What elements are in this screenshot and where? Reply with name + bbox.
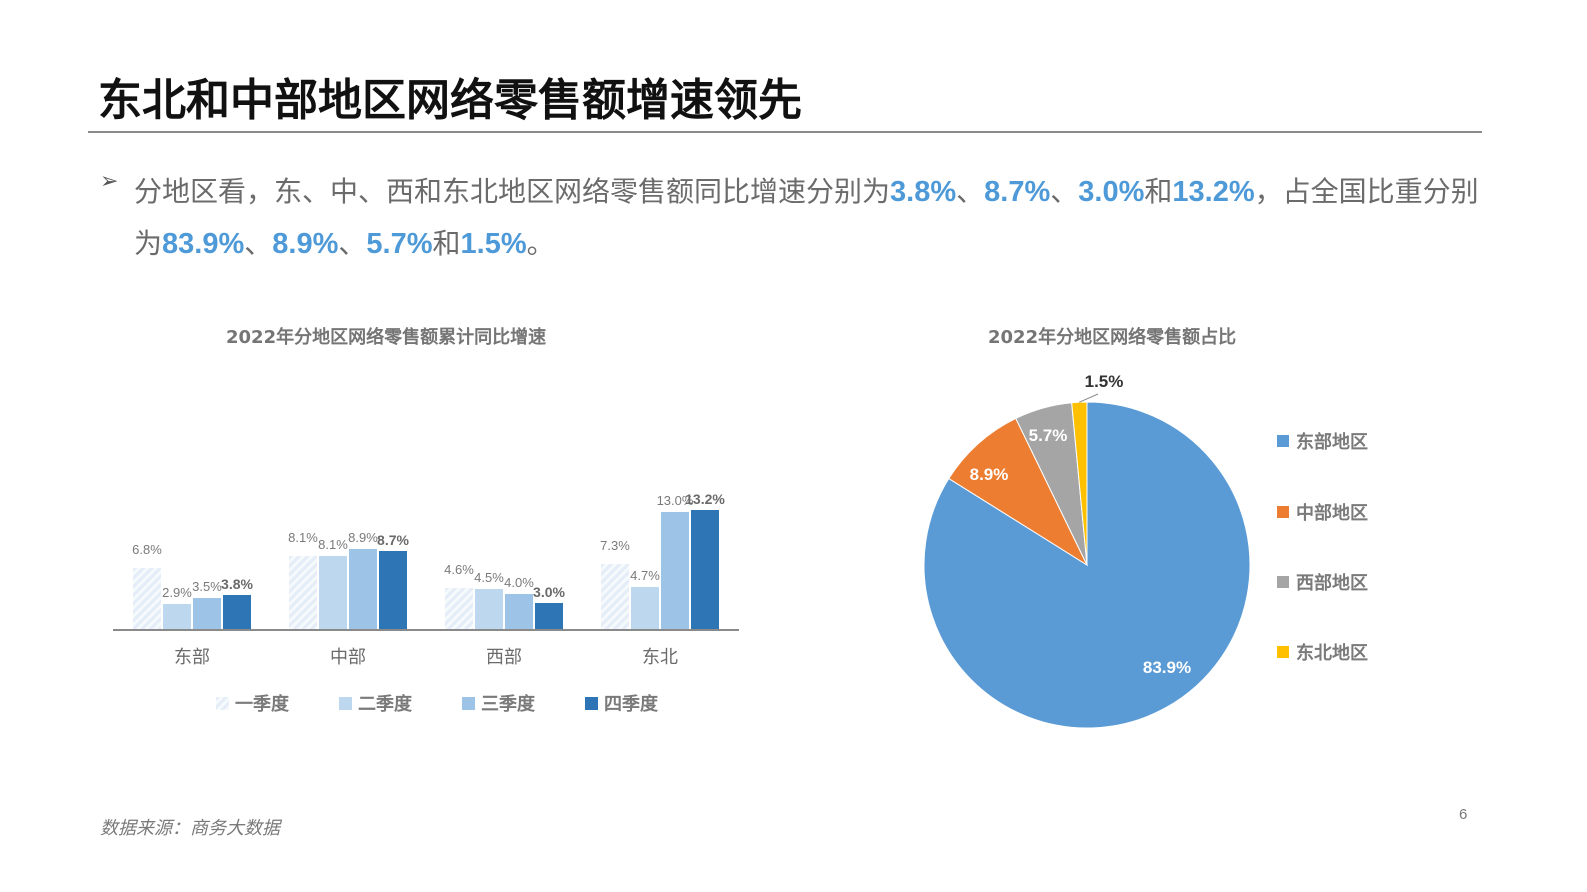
legend-item: 四季度 (585, 690, 658, 716)
text-segment: 分地区看，东、中、西和东北地区网络零售额同比增速分别为 (134, 175, 891, 208)
highlight-value: 8.9% (272, 228, 339, 260)
legend-label: 中部地区 (1296, 503, 1368, 524)
bar-四季度 (223, 595, 251, 630)
highlight-value: 13.2% (1172, 176, 1255, 208)
text-segment: ，占全国比重分别为 (134, 175, 1479, 260)
legend-swatch-icon (585, 696, 598, 710)
legend-item: 东北地区 (1277, 639, 1368, 665)
bar-三季度 (505, 593, 533, 630)
highlight-value: 1.5% (460, 228, 527, 260)
highlight-value: 3.0% (1078, 176, 1145, 208)
text-segment: 、 (244, 227, 273, 260)
legend-label: 四季度 (604, 694, 658, 715)
highlight-value: 3.8% (890, 176, 957, 208)
bar-value-label: 3.5% (192, 579, 222, 595)
legend-label: 西部地区 (1296, 573, 1368, 594)
bar-value-label: 8.9% (348, 530, 378, 545)
bar-一季度 (445, 588, 473, 630)
legend-label: 二季度 (358, 694, 412, 715)
pie-value-label: 8.9% (969, 465, 1009, 484)
legend-item: 二季度 (339, 690, 412, 716)
bar-value-label: 2.9% (162, 584, 192, 600)
legend-label: 三季度 (481, 694, 535, 715)
x-axis-line (113, 629, 739, 631)
highlight-value: 5.7% (366, 228, 433, 260)
bar-value-label: 7.3% (600, 537, 630, 553)
bar-二季度 (163, 603, 191, 630)
bar-value-label: 3.8% (221, 576, 253, 593)
legend-item: 西部地区 (1277, 569, 1368, 595)
slide-title: 东北和中部地区网络零售额增速领先 (98, 75, 802, 126)
bar-value-label: 4.5% (474, 570, 504, 586)
legend-item: 中部地区 (1277, 499, 1368, 525)
summary-paragraph: 分地区看，东、中、西和东北地区网络零售额同比增速分别为3.8%、8.7%、3.0… (134, 166, 1494, 270)
bar-value-label: 4.7% (630, 568, 660, 584)
bar-二季度 (631, 587, 659, 630)
legend-label: 一季度 (235, 694, 289, 715)
bar-value-label: 4.6% (444, 562, 474, 578)
bar-value-label: 4.0% (504, 574, 534, 590)
title-divider (88, 131, 1482, 133)
bar-三季度 (661, 511, 689, 630)
legend-item: 一季度 (216, 690, 289, 716)
text-segment: 。 (526, 227, 555, 260)
pie-value-label: 5.7% (1028, 426, 1068, 445)
bar-一季度 (601, 563, 629, 630)
legend-swatch-icon (462, 696, 475, 710)
bar-三季度 (349, 549, 377, 630)
bullet-arrow-icon: ➢ (100, 168, 119, 193)
text-segment: 、 (1050, 175, 1079, 208)
bar-三季度 (193, 598, 221, 630)
legend-swatch-icon (1277, 646, 1289, 658)
pie-value-label: 1.5% (1084, 372, 1124, 391)
text-segment: 和 (432, 227, 461, 260)
legend-swatch-icon (1277, 506, 1289, 518)
legend-swatch-icon (339, 696, 352, 710)
legend-label: 东北地区 (1296, 643, 1368, 664)
text-segment: 和 (1144, 175, 1173, 208)
legend-item: 三季度 (462, 690, 535, 716)
bar-四季度 (379, 550, 407, 630)
highlight-value: 83.9% (162, 228, 245, 260)
highlight-value: 8.7% (984, 176, 1051, 208)
text-segment: 、 (338, 227, 367, 260)
bar-value-label: 8.7% (377, 531, 409, 548)
x-axis-category: 西部 (486, 647, 522, 668)
pie-slice-东部地区 (923, 401, 1251, 729)
bar-value-label: 13.0% (656, 492, 694, 508)
bar-value-label: 13.2% (685, 490, 725, 507)
legend-swatch-icon (216, 696, 229, 710)
legend-label: 东部地区 (1296, 432, 1368, 453)
bar-一季度 (289, 556, 317, 630)
bar-一季度 (133, 568, 161, 630)
pie-chart-title: 2022年分地区网络零售额占比 (988, 327, 1237, 348)
bar-value-label: 8.1% (288, 530, 318, 546)
legend-swatch-icon (1277, 435, 1289, 447)
bar-chart-title: 2022年分地区网络零售额累计同比增速 (226, 327, 547, 348)
pie-value-label: 83.9% (1142, 658, 1192, 677)
bar-二季度 (475, 589, 503, 630)
legend-swatch-icon (1277, 576, 1289, 588)
text-segment: 、 (956, 175, 985, 208)
x-axis-category: 东北 (642, 647, 678, 668)
bar-四季度 (535, 602, 563, 630)
bar-value-label: 8.1% (318, 537, 348, 553)
page-number: 6 (1459, 806, 1468, 823)
pie-slice-东北地区 (1071, 401, 1088, 566)
bar-二季度 (319, 556, 347, 630)
x-axis-category: 东部 (174, 647, 210, 668)
bar-value-label: 3.0% (533, 583, 565, 600)
bar-四季度 (691, 509, 719, 630)
x-axis-category: 中部 (330, 647, 366, 668)
data-source-note: 数据来源：商务大数据 (100, 818, 280, 839)
leader-line (1079, 393, 1099, 403)
bar-value-label: 6.8% (132, 542, 162, 558)
legend-item: 东部地区 (1277, 428, 1368, 454)
